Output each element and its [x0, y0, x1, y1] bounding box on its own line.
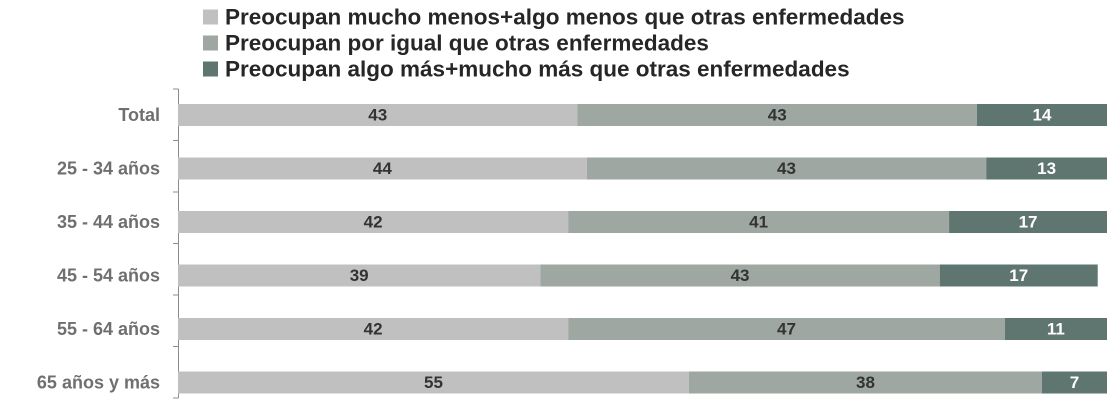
bar-segment-series-3	[949, 211, 1107, 233]
bar-segment-series-2	[577, 104, 977, 126]
bar-segment-series-1	[178, 371, 689, 394]
category-axis: Total 25 - 34 años 35 - 44 años 45 - 54 año…	[37, 88, 179, 399]
category-label: 35 - 44 años	[57, 212, 160, 232]
bar-segment-series-3	[939, 264, 1098, 287]
value-label: 43	[731, 266, 750, 285]
value-label: 41	[749, 213, 768, 232]
category-label: Total	[118, 105, 160, 125]
category-label: 65 años y más	[37, 373, 160, 393]
legend-swatch-1	[203, 9, 218, 25]
bar-segment-series-3	[1004, 318, 1107, 340]
value-label: 7	[1070, 373, 1079, 392]
value-label: 43	[768, 106, 787, 125]
legend-label-3: Preocupan algo más+mucho más que otras e…	[225, 57, 850, 82]
bar-segment-series-1	[178, 318, 569, 340]
bar-segment-series-1	[178, 104, 578, 126]
bar-segment-series-2	[568, 211, 950, 233]
value-label: 14	[1033, 106, 1052, 125]
legend-swatch-3	[203, 61, 218, 77]
bar-segment-series-2	[540, 264, 940, 287]
category-label: 25 - 34 años	[57, 159, 160, 179]
bar-segment-series-1	[178, 157, 587, 180]
legend-label-1: Preocupan mucho menos+algo menos que otr…	[225, 5, 905, 30]
value-label: 42	[364, 213, 383, 232]
value-label: 13	[1037, 159, 1056, 178]
value-label: 42	[364, 320, 383, 339]
category-label: 55 - 64 años	[57, 319, 160, 339]
bar-segment-series-3	[1041, 371, 1107, 394]
value-label: 39	[350, 266, 369, 285]
category-label: 45 - 54 años	[57, 266, 160, 286]
bars: 43 43 14 44 43 13 42 41 17 39 43 17 42 47 11 55 38 7	[178, 104, 1107, 394]
value-label: 38	[856, 373, 875, 392]
legend-swatch-2	[203, 35, 218, 51]
bar-segment-series-2	[586, 157, 987, 180]
value-label: 17	[1019, 213, 1038, 232]
bar-segment-series-1	[178, 264, 541, 287]
value-label: 47	[777, 320, 796, 339]
value-label: 43	[368, 106, 387, 125]
value-label: 55	[424, 373, 443, 392]
legend-label-2: Preocupan por igual que otras enfermedad…	[225, 31, 709, 56]
value-label: 44	[373, 159, 392, 178]
bar-segment-series-3	[976, 104, 1107, 126]
legend: Preocupan mucho menos+algo menos que otr…	[203, 5, 905, 82]
bar-segment-series-1	[178, 211, 569, 233]
bar-segment-series-2	[688, 371, 1042, 394]
value-label: 17	[1009, 266, 1028, 285]
value-label: 43	[777, 159, 796, 178]
bar-segment-series-2	[568, 318, 1005, 340]
value-label: 11	[1047, 320, 1065, 339]
bar-segment-series-3	[986, 157, 1107, 180]
